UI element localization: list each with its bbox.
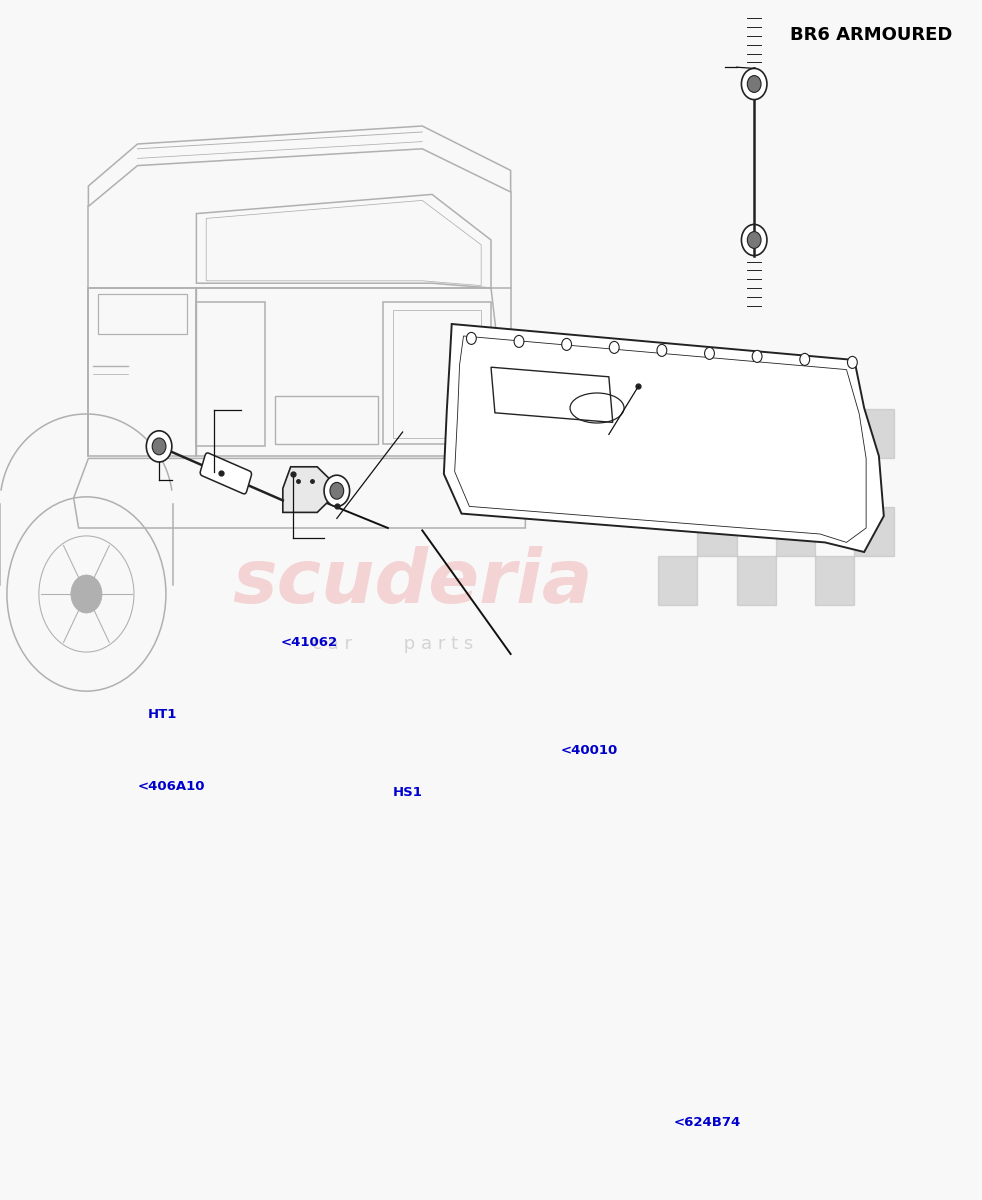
Circle shape xyxy=(747,232,761,248)
Bar xyxy=(697,506,736,556)
Text: HS1: HS1 xyxy=(393,786,422,798)
Circle shape xyxy=(741,224,767,256)
Text: BR6 ARMOURED: BR6 ARMOURED xyxy=(791,26,953,44)
Circle shape xyxy=(609,341,619,353)
FancyBboxPatch shape xyxy=(200,452,251,494)
Text: <40010: <40010 xyxy=(561,744,618,756)
Circle shape xyxy=(741,68,767,100)
Bar xyxy=(736,556,776,605)
Bar xyxy=(736,458,776,506)
Text: c a r         p a r t s: c a r p a r t s xyxy=(312,636,473,653)
Text: HT1: HT1 xyxy=(147,708,177,720)
Polygon shape xyxy=(283,467,332,512)
Text: <406A10: <406A10 xyxy=(138,780,205,792)
Circle shape xyxy=(747,76,761,92)
Circle shape xyxy=(515,335,523,348)
Circle shape xyxy=(562,338,572,350)
Bar xyxy=(658,360,697,409)
Text: scuderia: scuderia xyxy=(232,546,593,618)
Circle shape xyxy=(799,353,809,365)
Circle shape xyxy=(847,356,857,368)
Bar xyxy=(854,506,894,556)
Bar xyxy=(697,409,736,458)
Circle shape xyxy=(752,350,762,362)
Bar xyxy=(815,360,854,409)
Text: <624B74: <624B74 xyxy=(674,1116,740,1128)
Circle shape xyxy=(466,332,476,344)
Circle shape xyxy=(704,348,714,360)
Circle shape xyxy=(657,344,667,356)
Circle shape xyxy=(152,438,166,455)
Circle shape xyxy=(71,575,102,613)
Bar xyxy=(776,409,815,458)
Bar xyxy=(776,506,815,556)
Circle shape xyxy=(146,431,172,462)
Circle shape xyxy=(330,482,344,499)
Circle shape xyxy=(324,475,350,506)
Bar xyxy=(854,409,894,458)
Bar xyxy=(275,396,378,444)
Bar xyxy=(815,556,854,605)
Bar xyxy=(658,458,697,506)
Bar xyxy=(736,360,776,409)
Polygon shape xyxy=(444,324,884,552)
Bar xyxy=(815,458,854,506)
Bar xyxy=(658,556,697,605)
Text: <41062: <41062 xyxy=(281,636,338,648)
